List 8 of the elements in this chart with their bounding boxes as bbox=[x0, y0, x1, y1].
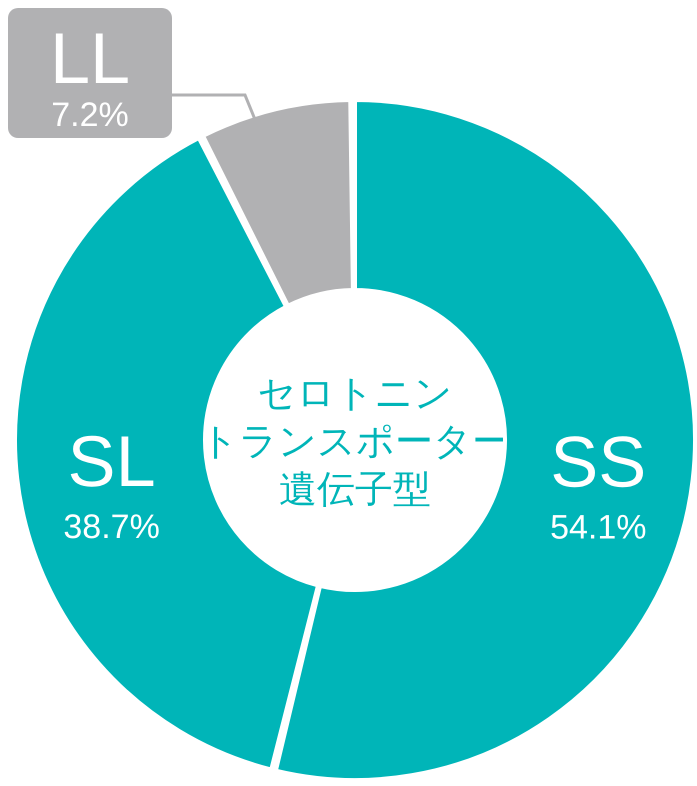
slice-label: LL bbox=[50, 19, 130, 99]
data-label: 38.7% bbox=[63, 508, 160, 546]
slice-label: SS bbox=[550, 422, 646, 503]
data-label: 7.2% bbox=[51, 96, 129, 134]
text: 遺伝子型 bbox=[279, 469, 431, 511]
data-label: 54.1% bbox=[550, 508, 647, 547]
slice-label: SL bbox=[68, 422, 156, 502]
text: セロトニン bbox=[258, 373, 452, 415]
